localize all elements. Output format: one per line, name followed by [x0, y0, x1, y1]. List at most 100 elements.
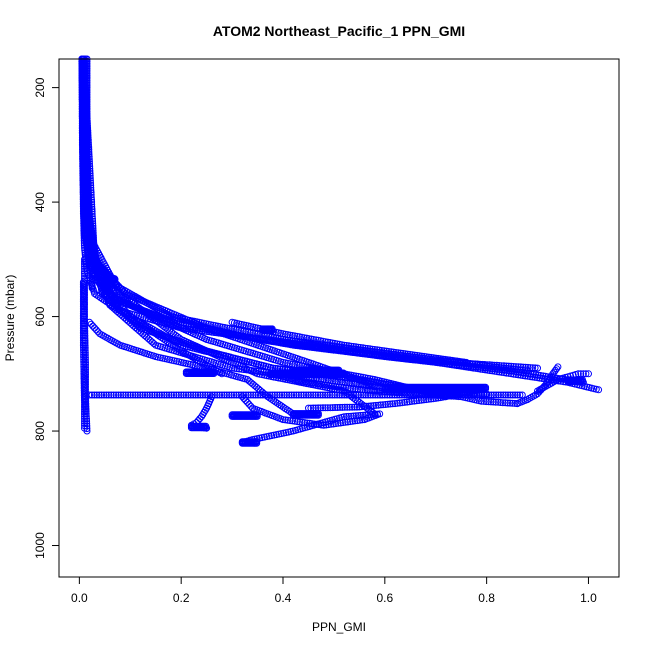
data-point	[85, 208, 93, 216]
data-point	[88, 260, 96, 268]
data-point	[482, 385, 490, 393]
data-point	[343, 403, 351, 411]
data-point	[141, 391, 149, 399]
data-point	[240, 366, 248, 374]
data-point	[81, 413, 88, 420]
data-point	[375, 346, 383, 354]
data-point	[80, 379, 88, 387]
data-point	[180, 391, 188, 399]
data-point	[184, 391, 192, 399]
data-point	[83, 98, 91, 106]
data-point	[85, 198, 93, 206]
data-point	[318, 345, 326, 353]
x-axis: 0.0 0.2 0.4 0.6 0.8 1.0	[71, 577, 597, 605]
data-point	[88, 255, 96, 263]
data-point	[476, 361, 484, 369]
data-point	[79, 293, 87, 301]
data-point	[129, 391, 137, 399]
data-point	[401, 350, 409, 358]
data-point	[345, 391, 353, 399]
data-point	[461, 359, 469, 367]
data-point	[508, 399, 516, 407]
data-point	[369, 410, 377, 418]
data-point	[330, 382, 338, 390]
data-point	[482, 398, 490, 406]
data-point	[534, 364, 541, 372]
data-point	[80, 375, 88, 383]
data-point	[289, 341, 297, 349]
data-point	[216, 391, 224, 399]
data-point	[373, 387, 381, 395]
data-point	[497, 391, 505, 399]
data-point	[85, 205, 93, 213]
data-point	[83, 134, 91, 142]
data-point	[150, 340, 158, 348]
data-point	[299, 377, 307, 385]
data-point	[81, 260, 88, 268]
data-point	[374, 401, 382, 409]
data-point	[305, 391, 312, 399]
data-point	[356, 385, 364, 393]
data-point	[79, 339, 87, 347]
data-point	[79, 334, 87, 342]
data-point	[281, 359, 289, 367]
data-point	[276, 391, 284, 399]
data-point	[329, 404, 337, 412]
data-point	[371, 346, 379, 353]
data-point	[83, 127, 91, 134]
y-axis-label: Pressure (mbar)	[3, 275, 17, 362]
data-point	[439, 355, 447, 363]
data-point	[79, 336, 87, 344]
data-point	[346, 374, 354, 382]
data-point	[86, 234, 94, 242]
data-point	[225, 391, 233, 399]
data-point	[333, 391, 341, 399]
data-point	[84, 167, 92, 175]
data-point	[396, 399, 404, 407]
data-point	[504, 365, 512, 373]
data-point	[514, 366, 522, 374]
data-point	[531, 364, 539, 372]
data-point	[451, 357, 458, 365]
data-point	[429, 395, 437, 403]
data-point	[84, 162, 92, 170]
data-point	[88, 391, 96, 399]
data-point	[413, 351, 421, 359]
x-axis-label: PPN_GMI	[312, 620, 366, 634]
data-point	[80, 384, 88, 392]
data-point	[420, 352, 428, 360]
y-tick-label: 800	[33, 421, 47, 441]
data-point	[473, 361, 481, 369]
data-point	[366, 386, 374, 394]
data-point	[250, 367, 258, 375]
data-point	[297, 391, 305, 399]
data-point	[151, 391, 159, 399]
data-point	[252, 367, 260, 375]
data-point	[297, 377, 305, 385]
data-point	[88, 258, 96, 266]
data-point	[80, 365, 88, 373]
data-point	[497, 364, 505, 372]
data-point	[478, 397, 485, 405]
data-point	[244, 391, 252, 399]
data-point	[292, 391, 300, 399]
data-point	[485, 362, 493, 370]
data-point	[83, 105, 91, 113]
data-point	[80, 363, 88, 371]
data-point	[119, 391, 127, 399]
data-point	[516, 366, 524, 374]
data-point	[346, 403, 354, 411]
data-point	[296, 342, 304, 350]
data-point	[336, 403, 344, 411]
data-point	[81, 417, 88, 425]
data-point	[582, 370, 590, 378]
data-point	[81, 401, 88, 409]
data-point	[385, 348, 393, 355]
data-point	[79, 324, 87, 332]
data-point	[348, 403, 356, 411]
data-point	[370, 402, 378, 410]
data-point	[83, 88, 91, 96]
data-point	[499, 399, 507, 407]
x-tick-label: 0.2	[173, 591, 190, 605]
data-point	[79, 322, 87, 330]
